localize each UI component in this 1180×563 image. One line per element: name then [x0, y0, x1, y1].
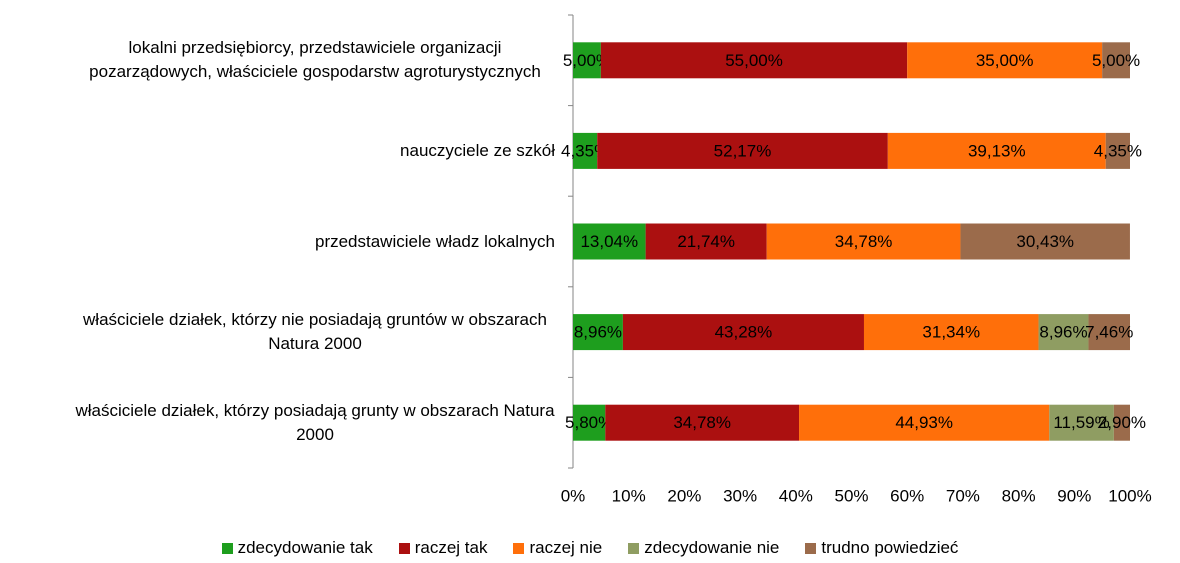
data-label: 13,04% — [580, 232, 638, 251]
legend-swatch — [513, 542, 525, 554]
bar-segment — [573, 42, 601, 79]
bar-segment — [597, 132, 888, 169]
bar-segment — [573, 404, 606, 441]
legend-item: zdecydowanie nie — [628, 538, 779, 558]
legend-label: raczej nie — [529, 538, 603, 557]
data-label: 4,35% — [1094, 141, 1142, 160]
bar-segment — [960, 223, 1130, 260]
legend-label: zdecydowanie tak — [237, 538, 373, 557]
data-label: 39,13% — [968, 141, 1026, 160]
bar-segment — [1105, 132, 1130, 169]
category-label: nauczyciele ze szkół — [400, 140, 555, 160]
data-label: 30,43% — [1016, 232, 1074, 251]
legend-label: zdecydowanie nie — [644, 538, 780, 557]
legend-item: raczej tak — [398, 538, 488, 558]
bar-segment — [605, 404, 800, 441]
category-label: lokalni przedsiębiorcy, przedstawiciele … — [89, 38, 541, 82]
data-label: 44,93% — [895, 413, 953, 432]
x-tick-label: 20% — [667, 486, 701, 505]
data-label: 8,96% — [574, 323, 622, 342]
x-tick-label: 10% — [612, 486, 646, 505]
x-tick-label: 70% — [946, 486, 980, 505]
bar-segment — [1049, 404, 1114, 441]
bar-segment — [622, 314, 864, 351]
data-label: 5,00% — [563, 51, 611, 70]
legend: zdecydowanie tak raczej tak raczej nie zdec… — [0, 538, 1180, 558]
data-label: 5,00% — [1092, 51, 1140, 70]
legend-swatch — [805, 542, 817, 554]
x-tick-label: 40% — [779, 486, 813, 505]
bar-segment — [573, 223, 646, 260]
legend-swatch — [221, 542, 233, 554]
data-label: 34,78% — [835, 232, 893, 251]
bar-segment — [907, 42, 1103, 79]
legend-label: trudno powiedzieć — [821, 538, 959, 557]
x-tick-label: 50% — [834, 486, 868, 505]
bar-segment — [1102, 42, 1130, 79]
data-label: 21,74% — [677, 232, 735, 251]
x-tick-label: 0% — [561, 486, 586, 505]
bar-segment — [1038, 314, 1089, 351]
bar-segment — [1113, 404, 1130, 441]
category-label: przedstawiciele władz lokalnych — [314, 231, 555, 251]
legend-item: zdecydowanie tak — [221, 538, 373, 558]
bar-segment — [573, 132, 598, 169]
x-tick-label: 100% — [1108, 486, 1151, 505]
data-label: 34,78% — [673, 413, 731, 432]
legend-item: trudno powiedzieć — [805, 538, 958, 558]
data-label: 35,00% — [976, 51, 1034, 70]
bar-segment — [887, 132, 1106, 169]
data-label: 4,35% — [561, 141, 609, 160]
legend-swatch — [628, 542, 640, 554]
bar-segment — [645, 223, 767, 260]
data-label: 7,46% — [1085, 323, 1133, 342]
x-tick-label: 80% — [1002, 486, 1036, 505]
category-label: właściciele działek, którzy posiadają gr… — [75, 400, 555, 444]
bar-segment — [600, 42, 908, 79]
x-tick-label: 90% — [1057, 486, 1091, 505]
legend-label: raczej tak — [414, 538, 488, 557]
legend-swatch — [398, 542, 410, 554]
bar-segment — [573, 314, 623, 351]
bar-segment — [799, 404, 1050, 441]
legend-item: raczej nie — [513, 538, 602, 558]
data-label: 31,34% — [922, 323, 980, 342]
data-label: 55,00% — [725, 51, 783, 70]
data-label: 43,28% — [715, 323, 773, 342]
bar-segment — [863, 314, 1039, 351]
x-tick-label: 30% — [723, 486, 757, 505]
data-label: 52,17% — [714, 141, 772, 160]
data-label: 8,96% — [1039, 323, 1087, 342]
data-label: 5,80% — [565, 413, 613, 432]
data-label: 2,90% — [1098, 413, 1146, 432]
bar-segment — [766, 223, 961, 260]
category-label: właściciele działek, którzy nie posiadaj… — [83, 310, 547, 354]
bar-segment — [1088, 314, 1130, 351]
data-label: 11,59% — [1053, 413, 1109, 432]
x-tick-label: 60% — [890, 486, 924, 505]
